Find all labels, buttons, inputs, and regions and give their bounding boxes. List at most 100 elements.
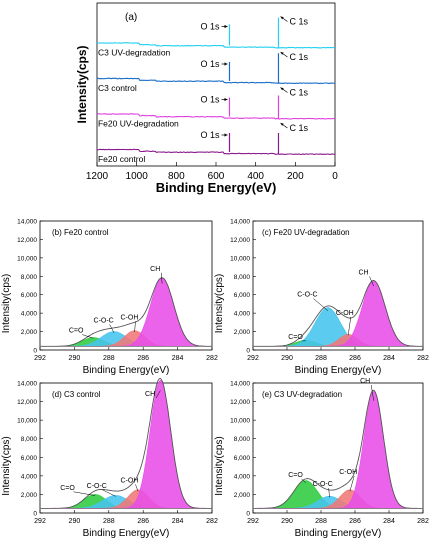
fit-y-tick-label: 10,000 xyxy=(17,418,37,425)
survey-x-tick-label: 400 xyxy=(247,171,264,182)
fit-y-tick-label: 0 xyxy=(246,511,250,518)
c1s-label: C 1s xyxy=(289,123,308,133)
component-label: C-O-C xyxy=(87,483,107,490)
fit-y-tick-label: 6,000 xyxy=(234,292,251,299)
survey-x-tick-label: 600 xyxy=(208,171,225,182)
c1s-arrow-head xyxy=(280,16,284,20)
fit-y-tick-label: 4,000 xyxy=(234,473,251,480)
component-pointer xyxy=(82,334,94,339)
fit-panel-label: (e) C3 UV-degradation xyxy=(262,390,342,399)
fit-plot-frame xyxy=(39,382,213,514)
fit-x-tick-label: 284 xyxy=(383,355,395,362)
component-pointer xyxy=(73,491,96,496)
fit-x-tick-label: 292 xyxy=(34,518,46,525)
component-label: C-O-C xyxy=(297,292,317,299)
component-label: C-O-C xyxy=(94,317,114,324)
component-pointer xyxy=(160,272,163,284)
fit-y-tick-label: 10,000 xyxy=(230,418,250,425)
component-label: CH xyxy=(150,266,160,273)
c1s-label: C 1s xyxy=(289,88,308,98)
fit-y-tick-label: 14,000 xyxy=(17,381,37,388)
fit-y-tick-label: 2,000 xyxy=(21,329,38,336)
component-label: C=O xyxy=(69,327,84,334)
fit-y-tick-label: 6,000 xyxy=(234,455,251,462)
fit-x-tick-label: 288 xyxy=(315,518,327,525)
o1s-arrow-head xyxy=(224,97,228,102)
survey-x-tick-label: 200 xyxy=(287,171,304,182)
survey-x-axis-title: Binding Energy(eV) xyxy=(156,180,277,195)
o1s-arrow-head xyxy=(224,133,228,137)
fit-y-tick-label: 2,000 xyxy=(234,492,251,499)
fit-y-tick-label: 2,000 xyxy=(234,329,251,336)
fit-x-tick-label: 284 xyxy=(383,518,395,525)
survey-x-tick-label: 1000 xyxy=(126,171,149,182)
fit-x-tick-label: 286 xyxy=(137,355,149,362)
component-label: C-OH xyxy=(336,310,354,317)
fit-x-tick-label: 290 xyxy=(281,518,293,525)
component-label: C-OH xyxy=(120,477,138,484)
survey-y-axis-title: Intensity(cps) xyxy=(75,45,89,123)
fit-x-tick-label: 290 xyxy=(69,355,81,362)
component-pointer xyxy=(102,489,116,497)
fit-y-tick-label: 12,000 xyxy=(230,237,250,244)
fit-y-tick-label: 6,000 xyxy=(21,455,38,462)
fit-y-axis-title: Intensity(cps) xyxy=(214,274,225,333)
fit-x-axis-title: Binding Energy(eV) xyxy=(295,528,382,539)
survey-x-tick-label: 800 xyxy=(168,171,185,182)
component-label: CH xyxy=(145,391,155,398)
o1s-label: O 1s xyxy=(200,22,220,32)
fit-y-tick-label: 8,000 xyxy=(234,436,251,443)
fit-y-tick-label: 14,000 xyxy=(230,219,250,226)
fit-x-tick-label: 290 xyxy=(69,518,81,525)
component-label: C-OH xyxy=(120,315,138,322)
component-label: C-O-C xyxy=(313,481,333,488)
fit-x-tick-label: 286 xyxy=(137,518,149,525)
fit-panel-label: (d) C3 control xyxy=(52,390,101,399)
c1s-arrow-head xyxy=(280,87,284,91)
component-label: CH xyxy=(360,378,370,385)
fit-y-tick-label: 14,000 xyxy=(17,219,37,226)
c1s-arrow-head xyxy=(280,52,284,55)
c1s-arrow-head xyxy=(280,123,284,126)
component-pointer xyxy=(370,384,374,401)
fit-y-axis-title: Intensity(cps) xyxy=(1,274,12,333)
survey-series-label: C3 control xyxy=(98,83,137,93)
fit-y-tick-label: 0 xyxy=(33,511,37,518)
fit-y-tick-label: 4,000 xyxy=(234,311,251,318)
survey-panel-label: (a) xyxy=(125,12,137,23)
fit-y-tick-label: 8,000 xyxy=(21,274,38,281)
component-label: CH xyxy=(358,269,368,276)
fit-y-tick-label: 10,000 xyxy=(230,255,250,262)
component-label: C=O xyxy=(288,472,303,479)
fit-envelope-line xyxy=(40,277,212,347)
fit-envelope-line xyxy=(253,389,423,509)
fit-y-tick-label: 12,000 xyxy=(17,399,37,406)
component-pointer xyxy=(369,276,374,287)
fit-y-axis-title: Intensity(cps) xyxy=(214,436,225,495)
fit-plot-frame xyxy=(39,220,213,351)
fit-y-tick-label: 14,000 xyxy=(230,381,250,388)
component-pointer xyxy=(135,484,139,492)
fit-panel-label: (c) Fe20 UV-degradation xyxy=(262,228,350,237)
fit-plot-frame xyxy=(252,382,424,514)
fit-y-tick-label: 8,000 xyxy=(21,436,38,443)
survey-spectrum-line xyxy=(96,148,336,156)
o1s-label: O 1s xyxy=(200,59,220,69)
c1s-label: C 1s xyxy=(289,17,308,27)
fit-y-tick-label: 12,000 xyxy=(17,237,37,244)
fit-x-tick-label: 290 xyxy=(281,355,293,362)
component-pointer xyxy=(155,390,161,399)
c1s-label: C 1s xyxy=(289,52,308,62)
fit-x-tick-label: 282 xyxy=(417,355,429,362)
fit-x-tick-label: 284 xyxy=(172,518,184,525)
fit-x-axis-title: Binding Energy(eV) xyxy=(83,528,170,539)
fit-x-tick-label: 292 xyxy=(34,355,46,362)
fit-y-tick-label: 8,000 xyxy=(234,274,251,281)
component-pointer xyxy=(301,478,306,483)
fit-x-tick-label: 282 xyxy=(206,518,218,525)
component-pointer xyxy=(134,321,136,332)
fit-x-tick-label: 288 xyxy=(315,355,327,362)
o1s-label: O 1s xyxy=(200,130,220,140)
fit-y-tick-label: 4,000 xyxy=(21,311,38,318)
component-label: C-OH xyxy=(339,469,357,476)
